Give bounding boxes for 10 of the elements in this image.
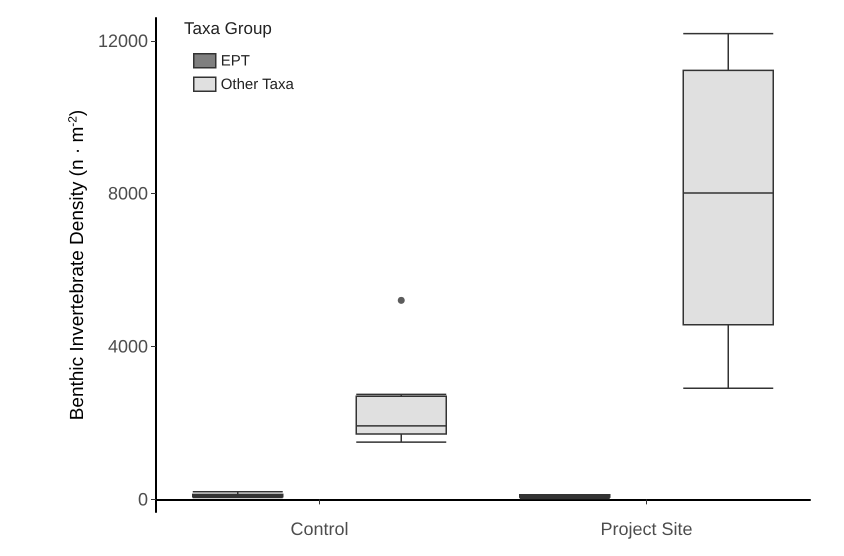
- y-axis-title: Benthic Invertebrate Density (n · m-2): [66, 110, 88, 420]
- y-tick-label: 0: [138, 489, 148, 510]
- legend-label: Other Taxa: [220, 76, 295, 93]
- y-tick-label: 8000: [108, 184, 148, 204]
- legend-label: EPT: [220, 52, 250, 70]
- x-tick-label: Control: [290, 519, 349, 539]
- y-tick-label: 4000: [108, 336, 148, 357]
- legend-title: Taxa Group: [184, 19, 272, 38]
- x-tick-label: Project Site: [600, 519, 693, 539]
- y-tick-label: 12000: [98, 30, 148, 51]
